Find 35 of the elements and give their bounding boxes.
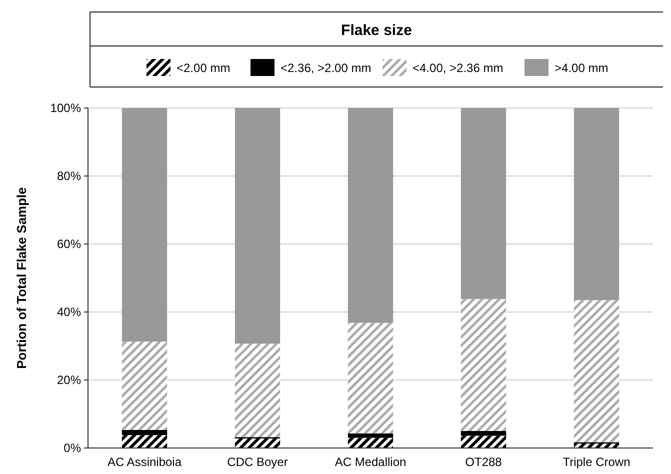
x-tick-label: AC Assiniboia [107,455,182,469]
y-tick-label: 60% [56,237,82,251]
bar [460,436,506,448]
bar [122,435,168,448]
legend-label: <4.00, >2.36 mm [412,61,504,75]
bar [460,431,506,436]
x-tick-label: OT288 [465,455,502,469]
bar [460,299,506,431]
legend-title: Flake size [341,22,412,39]
bar [234,108,280,344]
bar [348,322,394,434]
legend-label: <2.00 mm [176,61,230,75]
bar [234,438,280,448]
x-tick-label: Triple Crown [562,455,630,469]
bar [122,342,168,430]
legend-label: <2.36, >2.00 mm [280,61,372,75]
x-tick-label: AC Medallion [334,455,406,469]
bar [234,344,280,438]
y-axis-title: Portion of Total Flake Sample [14,187,29,369]
y-tick-label: 40% [56,305,82,319]
legend-label: >4.00 mm [554,61,608,75]
y-tick-label: 100% [50,101,82,115]
y-tick-label: 0% [64,441,82,455]
bar [574,444,620,448]
bar [348,108,394,323]
y-tick-label: 20% [56,373,82,387]
x-tick-label: CDC Boyer [227,455,288,469]
bar [122,108,168,342]
bar [574,300,620,442]
bar [460,108,506,300]
bar [122,430,168,436]
bar [348,433,394,438]
bar [574,108,620,300]
bar [348,438,394,448]
y-tick-label: 80% [56,169,82,183]
